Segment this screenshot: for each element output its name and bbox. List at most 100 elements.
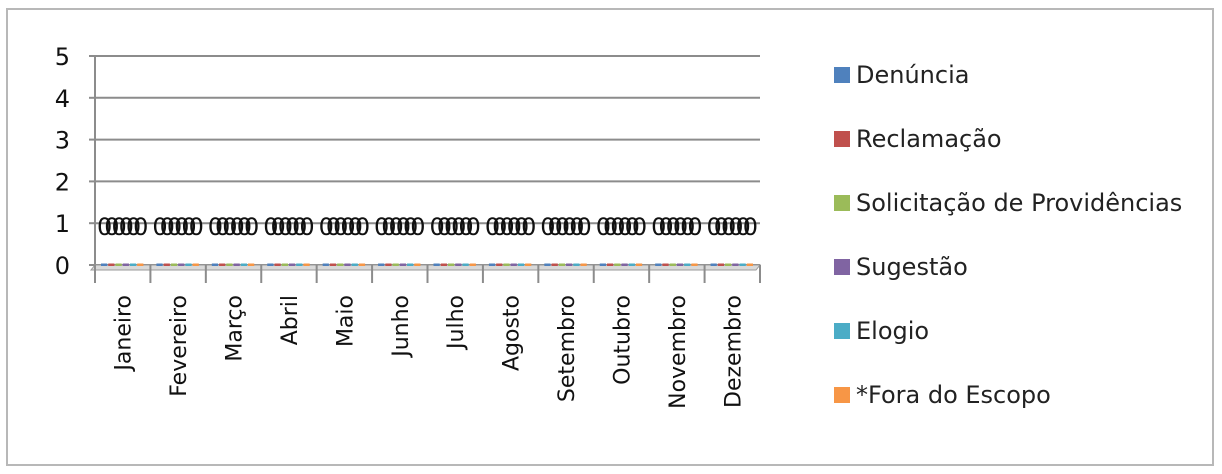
data-label: 0	[721, 213, 736, 241]
bar	[322, 263, 329, 266]
data-label: 0	[521, 213, 536, 241]
data-label: 0	[355, 213, 370, 241]
legend-item: Elogio	[834, 316, 929, 346]
bar	[101, 263, 108, 266]
x-axis: Janeiro Fevereiro Março Abril Maio Junho Julho…	[89, 264, 762, 409]
y-tick-label: 1	[55, 210, 70, 238]
bar	[351, 263, 358, 266]
bar	[129, 263, 137, 266]
data-label: 0	[340, 213, 355, 241]
legend-label: Elogio	[856, 317, 930, 345]
bar	[717, 263, 725, 266]
y-tick-label: 3	[55, 127, 70, 155]
data-label: 0	[333, 213, 348, 241]
data-label: 0	[610, 213, 625, 241]
x-tick-label: Fevereiro	[167, 295, 192, 397]
bar	[455, 263, 462, 266]
bar	[156, 263, 163, 266]
data-label: 0	[285, 213, 300, 241]
bar	[599, 263, 606, 266]
legend-label: Sugestão	[856, 253, 968, 281]
legend-swatch	[834, 131, 850, 147]
data-label: 0	[658, 213, 673, 241]
bar	[385, 263, 392, 266]
y-tick-label: 0	[55, 252, 70, 280]
y-tick-label: 5	[55, 43, 70, 71]
bar	[469, 263, 476, 266]
data-label: 0	[673, 213, 688, 241]
bar	[303, 263, 310, 266]
data-label: 0	[562, 213, 577, 241]
data-label: 0	[458, 213, 473, 241]
data-label: 0	[278, 213, 293, 241]
data-label: 0	[632, 213, 647, 241]
data-label: 0	[237, 213, 252, 241]
bar	[496, 263, 503, 266]
data-label: 0	[514, 213, 529, 241]
bar	[274, 263, 281, 266]
data-label: 0	[743, 213, 758, 241]
data-label: 0	[728, 213, 743, 241]
x-tick-label: Dezembro	[721, 295, 746, 408]
bar	[655, 263, 662, 266]
bar	[122, 263, 129, 266]
legend-swatch	[834, 259, 850, 275]
bar	[517, 263, 525, 266]
data-label: 0	[499, 213, 514, 241]
bar	[621, 263, 628, 266]
data-label: 0	[437, 213, 452, 241]
data-label: 0	[451, 213, 466, 241]
legend-label: Reclamação	[856, 125, 1002, 153]
data-label: 0	[299, 213, 314, 241]
data-label: 0	[389, 213, 404, 241]
bar	[267, 263, 274, 266]
data-label: 0	[174, 213, 189, 241]
bar	[573, 263, 580, 266]
legend-swatch	[834, 195, 850, 211]
legend-item: Reclamação	[834, 124, 1002, 154]
x-tick-label: Março	[223, 295, 248, 362]
data-label: 0	[348, 213, 363, 241]
bar	[344, 263, 351, 266]
data-label: 0	[666, 213, 681, 241]
bar	[399, 263, 407, 266]
bar	[684, 263, 691, 266]
legend-swatch	[834, 387, 850, 403]
data-label: 0	[97, 213, 112, 241]
data-label: 0	[429, 213, 444, 241]
bar	[296, 263, 303, 266]
x-tick-label: Julho	[444, 295, 469, 351]
data-label: 0	[687, 213, 702, 241]
x-tick-label: Abril	[278, 295, 303, 345]
bar	[288, 263, 296, 266]
data-label: 0	[707, 213, 722, 241]
bar	[462, 263, 469, 266]
bar	[551, 263, 558, 266]
bar	[662, 263, 669, 266]
legend-item: Solicitação de Providências	[834, 188, 1182, 218]
bar	[691, 263, 698, 266]
data-label: 0	[381, 213, 396, 241]
legend-item: Denúncia	[834, 60, 969, 90]
legend-item: Sugestão	[834, 252, 968, 282]
bar	[407, 263, 414, 266]
data-label: 0	[181, 213, 196, 241]
bar	[192, 263, 199, 266]
data-label: 0	[555, 213, 570, 241]
y-tick-label: 2	[55, 168, 70, 196]
bar	[628, 263, 635, 266]
data-label: 0	[596, 213, 611, 241]
bar	[378, 263, 385, 266]
bar	[248, 263, 255, 266]
bar	[233, 263, 240, 266]
bar	[732, 263, 739, 266]
data-label: 0	[396, 213, 411, 241]
bar	[566, 263, 573, 266]
x-tick-label: Junho	[389, 295, 414, 359]
bar	[676, 263, 684, 266]
bar	[170, 263, 178, 266]
data-label: 0	[230, 213, 245, 241]
bar	[211, 263, 219, 266]
data-label: 0	[714, 213, 729, 241]
